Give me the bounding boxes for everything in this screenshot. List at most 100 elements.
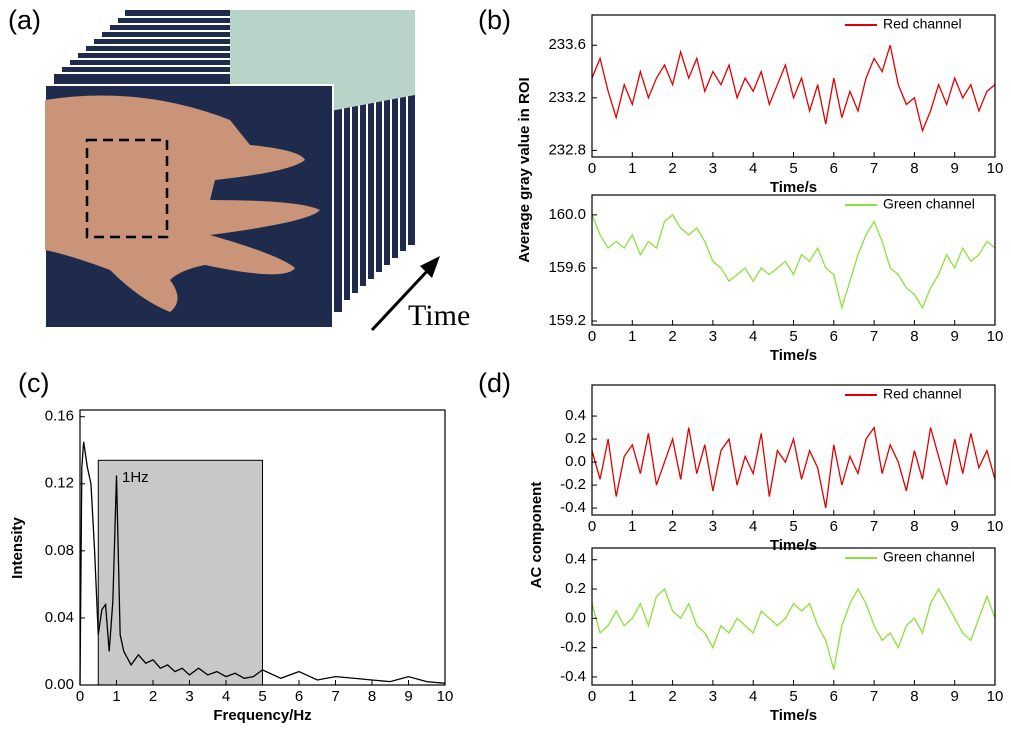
x-tick-label: 1 — [628, 160, 636, 177]
x-tick-label: 3 — [185, 688, 193, 705]
x-tick-label: 0 — [588, 328, 596, 345]
y-tick-label: 0.4 — [565, 551, 586, 568]
y-tick-label: 0.4 — [565, 407, 586, 424]
y-tick-label: -0.4 — [560, 668, 586, 685]
x-axis-label: Time/s — [770, 537, 817, 554]
x-tick-label: 4 — [749, 328, 757, 345]
time-arrow — [370, 266, 432, 332]
plot-frame — [591, 547, 996, 686]
x-tick-label: 4 — [749, 160, 757, 177]
x-axis-label: Time/s — [770, 707, 817, 724]
x-tick-label: 10 — [987, 688, 1004, 705]
y-tick-label: 232.8 — [548, 141, 586, 158]
x-tick-label: 7 — [870, 328, 878, 345]
panel-label: (b) — [478, 5, 511, 35]
plot-frame — [591, 384, 996, 516]
x-tick-label: 7 — [870, 688, 878, 705]
x-tick-label: 3 — [709, 328, 717, 345]
y-tick-label: 0.04 — [45, 609, 74, 626]
x-tick-label: 2 — [668, 518, 676, 535]
y-tick-label: 0.16 — [45, 408, 74, 425]
legend-label: Red channel — [883, 386, 962, 402]
series-line — [591, 587, 996, 670]
x-tick-label: 5 — [789, 518, 797, 535]
x-tick-label: 9 — [951, 688, 959, 705]
y-tick-label: 0.2 — [565, 580, 586, 597]
x-tick-label: 3 — [709, 688, 717, 705]
x-axis-label: Time/s — [770, 179, 817, 196]
panel-label: (a) — [8, 5, 41, 35]
y-axis-label: AC component — [528, 482, 545, 589]
x-axis-label: Time/s — [770, 347, 817, 364]
x-tick-label: 8 — [910, 160, 918, 177]
y-tick-label: -0.4 — [560, 499, 586, 516]
x-tick-label: 1 — [112, 688, 120, 705]
x-tick-label: 0 — [76, 688, 84, 705]
y-tick-label: 0.00 — [45, 676, 74, 693]
panel-label: (c) — [18, 368, 49, 398]
y-axis-label: Intensity — [9, 517, 26, 579]
x-tick-label: 6 — [830, 328, 838, 345]
x-tick-label: 1 — [628, 328, 636, 345]
x-tick-label: 5 — [789, 160, 797, 177]
plot-frame — [591, 14, 996, 158]
x-tick-label: 9 — [951, 160, 959, 177]
y-tick-label: 0.0 — [565, 609, 586, 626]
y-axis-label: Average gray value in ROI — [516, 77, 533, 262]
y-tick-label: 0.0 — [565, 453, 586, 470]
x-tick-label: 7 — [870, 160, 878, 177]
series-line — [591, 425, 996, 509]
x-tick-label: 3 — [709, 160, 717, 177]
x-tick-label: 3 — [709, 518, 717, 535]
x-tick-label: 1 — [628, 688, 636, 705]
hand — [45, 95, 320, 312]
x-tick-label: 8 — [910, 328, 918, 345]
x-tick-label: 6 — [830, 518, 838, 535]
x-tick-label: 6 — [830, 160, 838, 177]
y-tick-label: 0.12 — [45, 475, 74, 492]
y-tick-label: 159.2 — [548, 312, 586, 329]
x-tick-label: 6 — [295, 688, 303, 705]
legend-label: Green channel — [883, 196, 975, 212]
x-tick-label: 9 — [951, 328, 959, 345]
arrow-head — [420, 256, 440, 278]
x-tick-label: 1 — [628, 518, 636, 535]
x-tick-label: 8 — [910, 518, 918, 535]
x-tick-label: 2 — [668, 688, 676, 705]
x-tick-label: 9 — [404, 688, 412, 705]
x-tick-label: 2 — [668, 160, 676, 177]
x-axis-label: Frequency/Hz — [213, 707, 311, 724]
x-tick-label: 7 — [331, 688, 339, 705]
x-tick-label: 4 — [749, 688, 757, 705]
y-tick-label: 233.2 — [548, 89, 586, 106]
roi-box — [85, 138, 169, 239]
legend-label: Green channel — [883, 549, 975, 565]
x-tick-label: 10 — [437, 688, 454, 705]
y-tick-label: -0.2 — [560, 476, 586, 493]
x-tick-label: 10 — [987, 518, 1004, 535]
x-tick-label: 7 — [870, 518, 878, 535]
x-tick-label: 9 — [951, 518, 959, 535]
x-tick-label: 8 — [368, 688, 376, 705]
legend-label: Red channel — [883, 16, 962, 32]
y-tick-label: 160.0 — [548, 206, 586, 223]
y-tick-label: 0.08 — [45, 542, 74, 559]
photo-stack — [44, 10, 440, 332]
plot-frame — [591, 194, 996, 326]
x-tick-label: 2 — [149, 688, 157, 705]
y-tick-label: 159.6 — [548, 259, 586, 276]
x-tick-label: 0 — [588, 160, 596, 177]
x-tick-label: 10 — [987, 160, 1004, 177]
x-tick-label: 5 — [258, 688, 266, 705]
x-tick-label: 5 — [789, 688, 797, 705]
y-tick-label: 233.6 — [548, 36, 586, 53]
series-line — [591, 45, 996, 133]
series-line — [591, 213, 996, 311]
x-tick-label: 5 — [789, 328, 797, 345]
x-tick-label: 6 — [830, 688, 838, 705]
x-tick-label: 4 — [749, 518, 757, 535]
x-tick-label: 2 — [668, 328, 676, 345]
y-tick-label: 0.2 — [565, 430, 586, 447]
x-tick-label: 0 — [588, 688, 596, 705]
